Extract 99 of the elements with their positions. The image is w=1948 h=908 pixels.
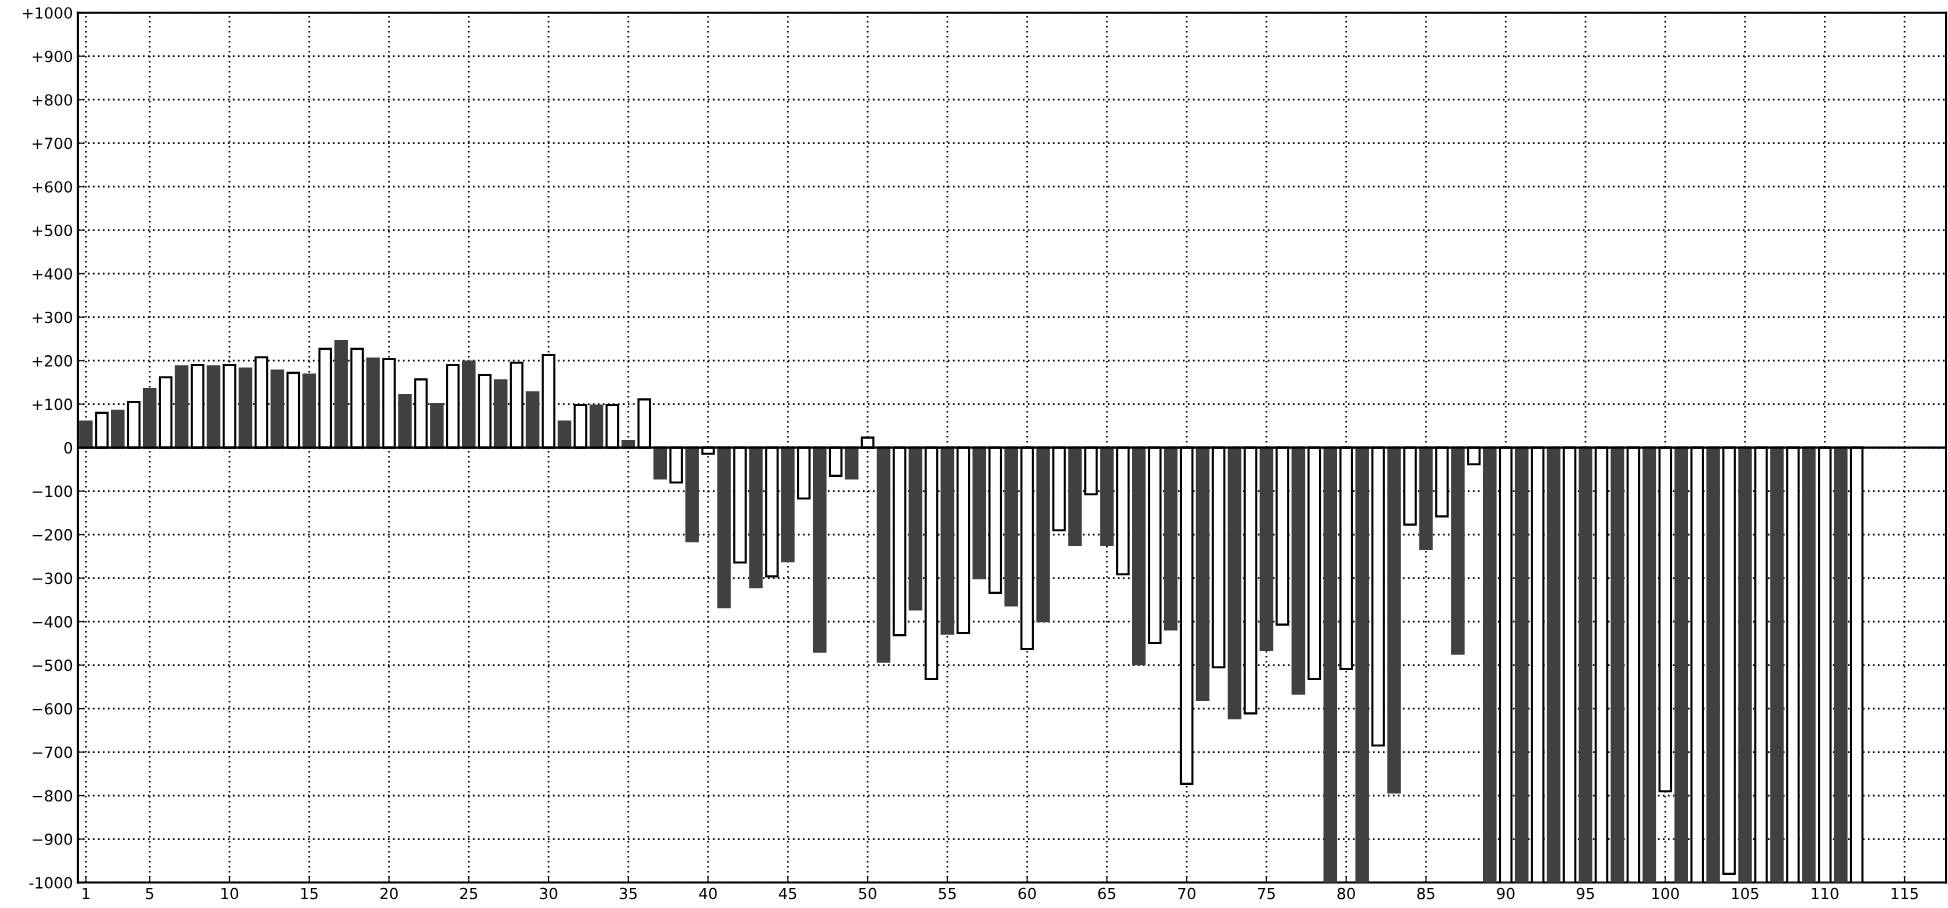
bar (1068, 446, 1082, 547)
bar (1291, 446, 1306, 695)
bar (812, 446, 827, 653)
x-tick-label: 35 (619, 887, 637, 900)
y-tick-label: +800 (32, 94, 73, 106)
bar (1483, 446, 1497, 883)
bar (493, 379, 508, 449)
x-tick-label: 1 (82, 887, 90, 900)
x-tick-label: 20 (380, 887, 398, 900)
bar (781, 446, 795, 563)
y-tick-label: +100 (32, 398, 73, 411)
bar (1259, 446, 1274, 651)
bar (1642, 446, 1657, 883)
y-tick-label: −700 (32, 746, 73, 759)
bar (430, 403, 444, 449)
bar (206, 365, 221, 449)
bar (1100, 446, 1114, 547)
y-tick-label: +300 (32, 311, 73, 324)
bar (1610, 446, 1625, 883)
bar (1578, 446, 1593, 883)
x-tick-label: 85 (1417, 887, 1435, 900)
bar (270, 369, 285, 449)
bar (1833, 446, 1848, 883)
x-tick-label: 55 (938, 887, 956, 900)
x-tick-label: 90 (1496, 887, 1515, 900)
x-tick-label: 5 (146, 887, 154, 900)
bar (589, 404, 604, 449)
bar (717, 446, 731, 609)
y-tick-label: −600 (32, 703, 73, 715)
y-tick-label: −800 (32, 790, 73, 802)
y-tick-label: -1000 (29, 877, 73, 889)
bar (653, 446, 667, 480)
bar (908, 446, 923, 611)
bar (1387, 446, 1401, 794)
bar (366, 357, 380, 449)
y-tick-label: −400 (32, 616, 73, 628)
x-tick-label: 65 (1098, 887, 1116, 900)
x-tick-label: 10 (221, 887, 239, 900)
y-tick-label: +200 (32, 355, 73, 367)
bar (238, 367, 253, 449)
x-tick-label: 105 (1732, 887, 1759, 900)
x-tick-label: 75 (1257, 887, 1275, 900)
x-tick-label: 25 (460, 887, 478, 900)
bar (461, 360, 476, 449)
bar (1132, 446, 1146, 666)
bar (972, 446, 987, 580)
bar (334, 340, 348, 449)
bar (174, 365, 189, 449)
bar (1227, 446, 1242, 720)
x-tick-label: 110 (1811, 887, 1839, 900)
bar (1674, 446, 1689, 883)
bar (1706, 446, 1720, 883)
y-tick-label: +700 (32, 137, 73, 150)
bar (749, 446, 763, 589)
x-tick-label: 70 (1178, 887, 1196, 900)
y-tick-label: +1000 (22, 7, 73, 19)
bar (876, 446, 891, 663)
y-tick-label: −900 (32, 833, 73, 846)
x-tick-label: 80 (1337, 887, 1355, 900)
y-tick-label: −500 (32, 659, 73, 672)
bar (1802, 446, 1816, 883)
bar (1323, 446, 1338, 883)
bar (1195, 446, 1210, 701)
bar (1355, 446, 1369, 883)
bar (1163, 446, 1178, 631)
bar (1036, 446, 1050, 623)
y-tick-label: −200 (32, 529, 73, 541)
y-tick-label: +400 (32, 268, 73, 280)
bar (525, 391, 540, 449)
bar (302, 373, 317, 449)
x-tick-label: 115 (1891, 887, 1918, 900)
bar (79, 420, 93, 449)
y-tick-label: −300 (32, 572, 73, 585)
y-tick-label: +600 (32, 181, 73, 193)
bar (1770, 446, 1784, 883)
bar (940, 446, 955, 635)
y-tick-label: +500 (32, 224, 73, 237)
bar (142, 387, 157, 449)
bar (398, 393, 412, 449)
x-tick-label: 45 (778, 887, 797, 900)
bar (1451, 446, 1465, 655)
x-tick-label: 50 (859, 887, 877, 900)
x-tick-label: 95 (1576, 887, 1594, 900)
x-tick-label: 15 (301, 887, 318, 900)
y-tick-label: 0 (64, 442, 73, 454)
bar (1514, 446, 1529, 883)
bar (111, 409, 125, 449)
x-tick-label: 40 (699, 887, 717, 900)
y-tick-label: −100 (32, 485, 73, 498)
bar (1738, 446, 1752, 883)
x-tick-label: 100 (1652, 887, 1679, 900)
bar (844, 446, 859, 480)
bar (1419, 446, 1433, 551)
bar (1546, 446, 1561, 883)
bar (685, 446, 699, 543)
y-tick-label: +900 (32, 50, 73, 63)
bar (1004, 446, 1018, 607)
x-tick-label: 60 (1018, 887, 1036, 900)
x-tick-label: 30 (539, 887, 558, 900)
